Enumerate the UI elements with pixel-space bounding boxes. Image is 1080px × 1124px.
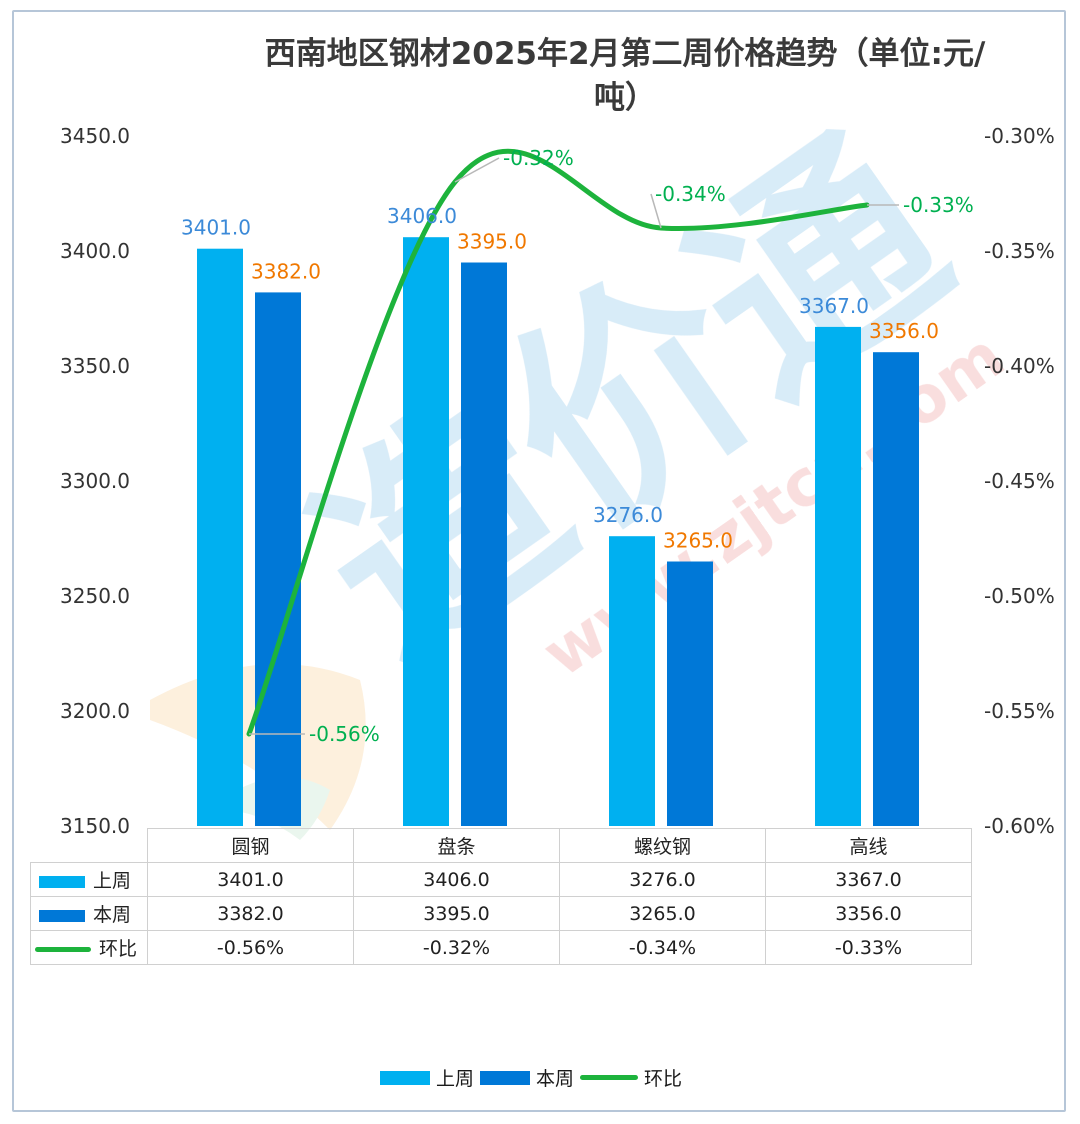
right-axis-tick-label: -0.45% bbox=[984, 469, 1055, 493]
left-axis-ticks: 3450.03400.03350.03300.03250.03200.03150… bbox=[60, 124, 130, 838]
table-cell: -0.32% bbox=[353, 930, 560, 965]
data-table-header: 高线 bbox=[765, 828, 972, 863]
bar-last-week-label: 3401.0 bbox=[181, 216, 251, 240]
data-table-header-row: 圆钢 盘条 螺纹钢 高线 bbox=[30, 828, 972, 863]
bar-this-week bbox=[255, 292, 301, 826]
right-axis-ticks: -0.30% -0.35% -0.40% -0.45% -0.50% -0.55% -0.6… bbox=[984, 124, 1055, 838]
last-week-swatch bbox=[39, 875, 85, 888]
ratio-data-label: -0.56% bbox=[309, 722, 380, 746]
left-axis-tick-label: 3400.0 bbox=[60, 239, 130, 263]
bar-this-week-label: 3382.0 bbox=[251, 259, 321, 283]
ratio-line bbox=[246, 148, 870, 737]
data-table-header: 圆钢 bbox=[147, 828, 354, 863]
chart-frame bbox=[12, 10, 1066, 1112]
table-cell: 3265.0 bbox=[559, 896, 766, 931]
row-label-text: 本周 bbox=[93, 904, 132, 926]
bar-last-week-label: 3406.0 bbox=[387, 204, 457, 228]
data-table-header: 盘条 bbox=[353, 828, 560, 863]
table-cell: -0.34% bbox=[559, 930, 766, 965]
this-week-swatch bbox=[39, 909, 85, 922]
ratio-data-label: -0.32% bbox=[503, 146, 574, 170]
legend-swatch bbox=[580, 1075, 639, 1080]
table-cell: 3356.0 bbox=[765, 896, 972, 931]
data-table-row: 上周 3401.0 3406.0 3276.0 3367.0 bbox=[30, 862, 972, 897]
table-cell: -0.33% bbox=[765, 930, 972, 965]
left-axis-tick-label: 3250.0 bbox=[60, 584, 130, 608]
ratio-data-label: -0.33% bbox=[903, 193, 974, 217]
legend-label: 环比 bbox=[644, 1068, 683, 1090]
right-axis-tick-label: -0.50% bbox=[984, 584, 1055, 608]
row-label-text: 环比 bbox=[99, 938, 138, 960]
legend: 上周 本周 环比 bbox=[380, 1064, 688, 1091]
data-table-row-label: 上周 bbox=[30, 862, 148, 897]
chart-title: 西南地区钢材2025年2月第二周价格趋势（单位:元/ 吨） bbox=[200, 32, 1050, 120]
left-axis-tick-label: 3300.0 bbox=[60, 469, 130, 493]
bar-last-week-label: 3276.0 bbox=[593, 503, 663, 527]
legend-item: 上周 bbox=[380, 1064, 474, 1091]
chart-title-line1: 西南地区钢材2025年2月第二周价格趋势（单位:元/ bbox=[264, 36, 986, 72]
right-axis-tick-label: -0.40% bbox=[984, 354, 1055, 378]
data-table-row: 本周 3382.0 3395.0 3265.0 3356.0 bbox=[30, 896, 972, 931]
bar-this-week-label: 3265.0 bbox=[663, 529, 733, 553]
bar-series bbox=[197, 237, 919, 826]
table-cell: 3276.0 bbox=[559, 862, 766, 897]
table-cell: 3382.0 bbox=[147, 896, 354, 931]
row-label-text: 上周 bbox=[93, 870, 132, 892]
right-axis-tick-label: -0.55% bbox=[984, 699, 1055, 723]
bar-last-week bbox=[815, 326, 861, 826]
bar-this-week bbox=[461, 262, 507, 826]
bar-last-week-label: 3367.0 bbox=[799, 294, 869, 318]
data-table: 圆钢 盘条 螺纹钢 高线 上周 3401.0 3406.0 3276.0 336… bbox=[30, 828, 972, 965]
left-axis-tick-label: 3200.0 bbox=[60, 699, 130, 723]
chart-title-line2: 吨） bbox=[594, 80, 656, 116]
data-table-row-label: 环比 bbox=[30, 930, 148, 965]
data-table-row-label: 本周 bbox=[30, 896, 148, 931]
table-cell: 3367.0 bbox=[765, 862, 972, 897]
bar-last-week bbox=[609, 536, 655, 826]
bar-this-week-label: 3356.0 bbox=[869, 319, 939, 343]
legend-label: 上周 bbox=[436, 1068, 475, 1090]
left-axis-tick-label: 3350.0 bbox=[60, 354, 130, 378]
data-table-corner bbox=[30, 828, 148, 863]
table-cell: 3401.0 bbox=[147, 862, 354, 897]
legend-swatch bbox=[480, 1070, 531, 1085]
table-cell: 3395.0 bbox=[353, 896, 560, 931]
bar-this-week-label: 3395.0 bbox=[457, 230, 527, 254]
legend-item: 环比 bbox=[580, 1064, 682, 1091]
table-cell: 3406.0 bbox=[353, 862, 560, 897]
left-axis-tick-label: 3450.0 bbox=[60, 124, 130, 148]
ratio-leader-line bbox=[454, 157, 500, 183]
ratio-leader-line bbox=[650, 193, 662, 229]
ratio-data-label: -0.34% bbox=[655, 182, 726, 206]
right-axis-tick-label: -0.30% bbox=[984, 124, 1055, 148]
data-table-row: 环比 -0.56% -0.32% -0.34% -0.33% bbox=[30, 930, 972, 965]
ratio-line-series bbox=[246, 148, 870, 737]
bar-this-week bbox=[873, 352, 919, 826]
table-cell: -0.56% bbox=[147, 930, 354, 965]
legend-swatch bbox=[380, 1070, 430, 1085]
legend-item: 本周 bbox=[480, 1064, 574, 1091]
ratio-swatch bbox=[35, 947, 91, 952]
right-axis-tick-label: -0.60% bbox=[984, 814, 1055, 838]
bar-last-week bbox=[197, 248, 243, 826]
data-table-header: 螺纹钢 bbox=[559, 828, 766, 863]
right-axis-tick-label: -0.35% bbox=[984, 239, 1055, 263]
bar-this-week bbox=[667, 561, 713, 826]
bar-last-week bbox=[403, 237, 449, 826]
legend-label: 本周 bbox=[536, 1068, 575, 1090]
